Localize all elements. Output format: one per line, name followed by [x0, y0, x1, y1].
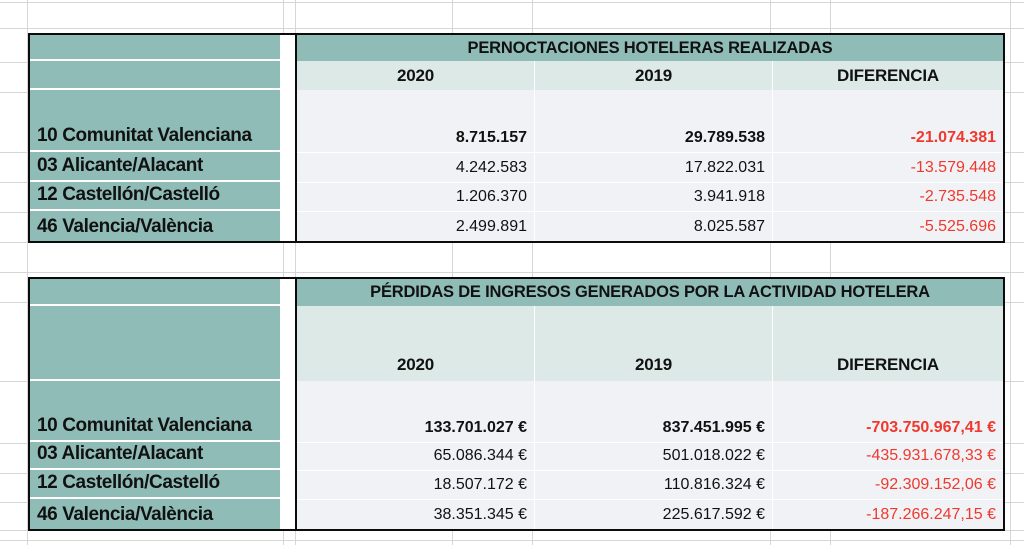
table-perdidas-ingresos: 10 Comunitat Valenciana 03 Alicante/Alac… [28, 277, 1005, 531]
empty-cell[interactable] [30, 61, 280, 90]
value-cell-2019[interactable]: 29.789.538 [534, 90, 772, 152]
column-header-row: 2020 2019 DIFERENCIA [297, 61, 1003, 90]
value-cell-2020[interactable]: 8.715.157 [455, 129, 527, 146]
region-label-cell[interactable]: 46 Valencia/València [37, 504, 213, 525]
region-label-cell[interactable]: 03 Alicante/Alacant [30, 442, 280, 470]
empty-cell[interactable] [30, 306, 280, 381]
table-title-cell[interactable]: PERNOCTACIONES HOTELERAS REALIZADAS [297, 35, 1003, 61]
table-row: 2.499.891 8.025.587 -5.525.696 [297, 211, 1003, 241]
diff-value-cell[interactable]: -5.525.696 [772, 212, 1003, 241]
diff-value-cell[interactable]: -21.074.381 [772, 90, 1003, 152]
diff-value-cell[interactable]: -92.309.152,06 € [772, 471, 1003, 499]
spreadsheet-gap-column [280, 279, 295, 529]
value-cell-2019[interactable]: 837.451.995 € [534, 381, 772, 442]
table-row: 8.715.157 29.789.538 -21.074.381 [297, 90, 1003, 152]
region-label-cell[interactable]: 12 Castellón/Castelló [30, 470, 280, 499]
table-body: 133.701.027 € 837.451.995 € -703.750.967… [297, 381, 1003, 529]
value-cell-2019[interactable]: 3.941.918 [534, 183, 772, 211]
value-cell-2019[interactable]: 8.025.587 [534, 212, 772, 241]
sheet-gridline-horizontal [0, 2, 1024, 3]
diff-value-cell[interactable]: -435.931.678,33 € [772, 443, 1003, 470]
table-body: 8.715.157 29.789.538 -21.074.381 4.242.5… [297, 90, 1003, 241]
sheet-gridline-horizontal [0, 272, 1024, 273]
table-row: 18.507.172 € 110.816.324 € -92.309.152,0… [297, 470, 1003, 499]
empty-cell[interactable] [30, 35, 280, 61]
column-header-diferencia[interactable]: DIFERENCIA [772, 61, 1003, 90]
region-label-column: 10 Comunitat Valenciana 03 Alicante/Alac… [30, 279, 280, 529]
table-row: 1.206.370 3.941.918 -2.735.548 [297, 182, 1003, 211]
region-label-cell[interactable]: 46 Valencia/València [37, 216, 213, 237]
table-row: 4.242.583 17.822.031 -13.579.448 [297, 152, 1003, 182]
region-label-cell[interactable]: 10 Comunitat Valenciana [30, 381, 280, 442]
table-row: 38.351.345 € 225.617.592 € -187.266.247,… [297, 499, 1003, 529]
region-label-cell[interactable]: 12 Castellón/Castelló [30, 182, 280, 211]
sheet-gridline-horizontal [0, 28, 1024, 29]
data-area: PÉRDIDAS DE INGRESOS GENERADOS POR LA AC… [295, 279, 1003, 529]
column-header-diferencia[interactable]: DIFERENCIA [772, 306, 1003, 381]
region-label-column: 10 Comunitat Valenciana 03 Alicante/Alac… [30, 35, 280, 241]
value-cell-2020[interactable]: 38.351.345 € [433, 506, 527, 523]
table-title-cell[interactable]: PÉRDIDAS DE INGRESOS GENERADOS POR LA AC… [297, 279, 1003, 306]
value-cell-2019[interactable]: 17.822.031 [534, 153, 772, 182]
column-header-2019[interactable]: 2019 [534, 61, 772, 90]
column-header-row: 2020 2019 DIFERENCIA [297, 306, 1003, 381]
region-label-cell[interactable]: 10 Comunitat Valenciana [30, 90, 280, 152]
diff-value-cell[interactable]: -187.266.247,15 € [772, 500, 1003, 529]
table-pernoctaciones: 10 Comunitat Valenciana 03 Alicante/Alac… [28, 33, 1005, 243]
value-cell-2019[interactable]: 110.816.324 € [534, 471, 772, 499]
spreadsheet-gap-column [280, 35, 295, 241]
value-cell-2020[interactable]: 4.242.583 [455, 159, 527, 176]
value-cell-2020[interactable]: 133.701.027 € [424, 419, 527, 436]
column-header-2020[interactable]: 2020 [396, 65, 435, 85]
empty-cell[interactable] [30, 279, 280, 306]
table-title: PÉRDIDAS DE INGRESOS GENERADOS POR LA AC… [370, 283, 930, 301]
diff-value-cell[interactable]: -13.579.448 [772, 153, 1003, 182]
value-cell-2020[interactable]: 1.206.370 [455, 188, 527, 205]
sheet-gridline-horizontal [0, 540, 1024, 541]
value-cell-2019[interactable]: 501.018.022 € [534, 443, 772, 470]
region-label-cell[interactable]: 03 Alicante/Alacant [30, 152, 280, 182]
value-cell-2019[interactable]: 225.617.592 € [534, 500, 772, 529]
column-header-2019[interactable]: 2019 [534, 306, 772, 381]
diff-value-cell[interactable]: -2.735.548 [772, 183, 1003, 211]
column-header-2020[interactable]: 2020 [396, 355, 435, 374]
table-title: PERNOCTACIONES HOTELERAS REALIZADAS [467, 38, 833, 57]
diff-value-cell[interactable]: -703.750.967,41 € [772, 381, 1003, 442]
value-cell-2020[interactable]: 65.086.344 € [433, 447, 527, 464]
table-row: 133.701.027 € 837.451.995 € -703.750.967… [297, 381, 1003, 442]
table-row: 65.086.344 € 501.018.022 € -435.931.678,… [297, 442, 1003, 470]
value-cell-2020[interactable]: 18.507.172 € [433, 476, 527, 493]
data-area: PERNOCTACIONES HOTELERAS REALIZADAS 2020… [295, 35, 1003, 241]
value-cell-2020[interactable]: 2.499.891 [455, 218, 527, 235]
